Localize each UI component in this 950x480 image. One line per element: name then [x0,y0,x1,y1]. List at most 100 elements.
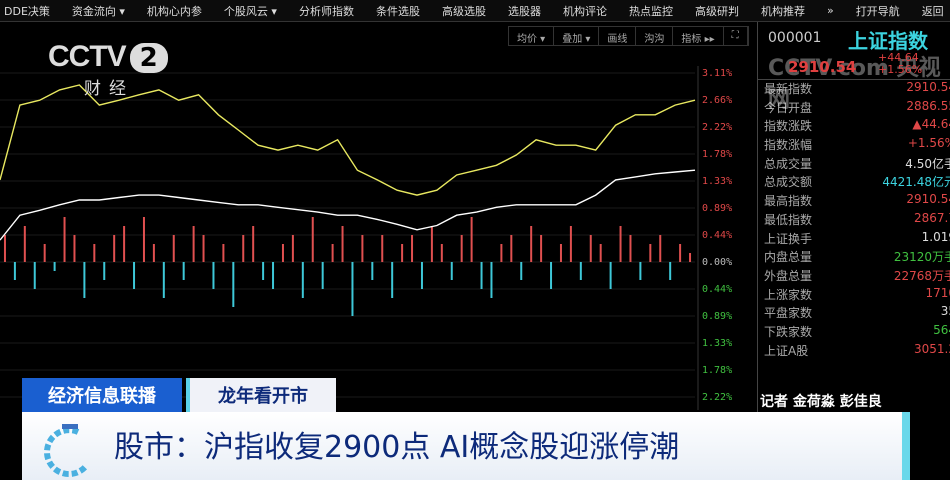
logo-subtitle: 财经 [84,79,134,99]
menu-item[interactable]: 分析师指数 [298,4,354,18]
quote-value: 1710 [925,285,950,300]
index-change-points: +44.64 [878,51,919,64]
toolbar-button[interactable]: 均价 ▾ [509,27,555,45]
quote-value: 2910.54 [906,80,950,94]
quote-row: 最高指数 2910.54 [758,192,950,211]
quote-label: 上证换手 [764,231,813,246]
menu-item[interactable]: DDE决策 [4,4,50,18]
cctv-finance-icon [44,424,89,478]
quote-row: 内盘总量 23120万手 [758,248,950,267]
axis-tick-label: 0.44% [702,284,733,295]
menu-item[interactable]: 机构推荐 [760,4,805,18]
quote-value: 1.019 [921,229,950,244]
quote-value: 2867.7 [914,210,950,225]
cctv-watermark: CCTV.com 央视网 [768,56,941,113]
quote-value: 4421.48亿元 [882,175,950,190]
menu-item[interactable]: 返回 [921,4,944,18]
axis-tick-label: 1.33% [702,338,733,349]
headline-text: 股市：沪指收复2900点 AI概念股迎涨停潮 [114,430,680,465]
quote-row: 指数涨跌 ▲44.64 [758,117,950,136]
toolbar-button[interactable]: 指标 ▸▸ [673,27,724,45]
quote-panel: 000001 上证指数 CCTV.com 央视网 2910.54 +44.64 +… [757,22,950,480]
toolbar-button[interactable]: 画线 [599,27,637,45]
quote-rows: 最新指数 2910.54 今日开盘 2886.55 指数涨跌 ▲44.64 指数涨幅 +1.5… [758,80,950,360]
index-header: 000001 上证指数 CCTV.com 央视网 2910.54 +44.64 +… [758,22,950,113]
menu-item[interactable]: 条件选股 [375,4,420,18]
quote-label: 上涨家数 [764,287,813,302]
axis-tick-label: 3.11% [702,68,733,79]
index-value: 2910.54 [788,58,857,76]
quote-row: 总成交量 4.50亿手 [758,155,950,174]
axis-tick-label: 1.33% [702,176,733,187]
quote-value: 35 [940,304,950,319]
reporter-credit: 记者 金荷淼 彭佳良 [760,393,886,411]
toolbar-button[interactable]: 沟沟 [636,27,674,45]
index-name: 上证指数 [848,29,928,53]
index-change: +44.64 +1.56% [878,52,922,76]
quote-label: 上证A股 [764,343,809,358]
menu-item[interactable]: 机构评论 [562,4,607,18]
quote-label: 下跌家数 [764,324,813,339]
cctv2-logo: CCTV 2 财经 [48,40,168,99]
menu-item[interactable]: » [826,4,834,17]
quote-label: 今日开盘 [764,100,813,115]
quote-label: 指数涨幅 [764,138,813,153]
axis-tick-label: 2.22% [702,122,733,133]
quote-value: 22768万手 [893,268,950,283]
menu-item[interactable]: 打开导航 [855,4,900,18]
axis-tick-label: 2.66% [702,95,733,106]
axis-tick-label: 0.00% [702,257,733,268]
quote-row: 今日开盘 2886.55 [758,99,950,118]
quote-row: 平盘家数 35 [758,304,950,323]
menu-item[interactable]: 选股器 [507,4,541,18]
axis-tick-label: 1.78% [702,365,733,376]
index-change-percent: +1.56% [878,63,923,76]
quote-value: 2910.54 [906,192,950,207]
quote-value: +1.56% [907,136,950,151]
quote-row: 最低指数 2867.7 [758,211,950,230]
toolbar-button[interactable]: 叠加 ▾ [554,27,600,45]
quote-value: 564 [933,322,950,337]
quote-row: 总成交额 4421.48亿元 [758,173,950,192]
quote-value: 23120万手 [893,250,950,265]
quote-label: 内盘总量 [764,250,813,265]
chart-toolbar: 均价 ▾ 叠加 ▾ 画线 沟沟 指标 ▸▸ ⛶ [508,26,749,46]
index-price-line [0,84,696,196]
quote-row: 上涨家数 1710 [758,286,950,305]
quote-label: 指数涨跌 [764,119,813,134]
axis-tick-label: 2.22% [702,392,733,403]
menu-item[interactable]: 热点监控 [628,4,673,18]
quote-label: 外盘总量 [764,268,813,283]
quote-value: 3051.2 [914,341,950,356]
quote-label: 最新指数 [764,82,813,96]
quote-value: ▲44.64 [912,117,950,132]
menu-item[interactable]: 机构心内参 [146,4,202,18]
menu-item[interactable]: 高级选股 [441,4,486,18]
headline-banner: 股市：沪指收复2900点 AI概念股迎涨停潮 [22,412,910,480]
menu-bar: DDE决策 资金流向 ▾ 机构心内参 个股风云 ▾ 分析师指数 条件选股 高级选股 选股器 机构… [0,0,950,22]
quote-row: 上证A股 3051.2 [758,342,950,361]
quote-value: 4.50亿手 [905,156,950,171]
menu-item[interactable]: 个股风云 ▾ [223,4,277,18]
logo-channel: 2 [129,43,168,73]
quote-label: 总成交量 [764,156,813,171]
toolbar-button[interactable]: ⛶ [724,27,748,45]
quote-label: 最高指数 [764,194,813,209]
menu-item[interactable]: 高级研判 [694,4,739,18]
quote-row: 最新指数 2910.54 [758,80,950,99]
intraday-chart [0,66,699,410]
axis-tick-label: 0.89% [702,203,733,214]
quote-label: 最低指数 [764,212,813,227]
program-tag: 经济信息联播 [22,378,182,412]
logo-brand: CCTV [48,40,127,73]
axis-tick-label: 0.44% [702,230,733,241]
quote-label: 总成交额 [764,175,813,190]
quote-value: 2886.55 [906,98,950,113]
quote-row: 上证换手 1.019 [758,230,950,249]
axis-tick-label: 1.78% [702,149,733,160]
segment-tag: 龙年看开市 [186,378,336,412]
quote-row: 指数涨幅 +1.56% [758,136,950,155]
quote-label: 平盘家数 [764,306,813,321]
axis-tick-label: 0.89% [702,311,733,322]
menu-item[interactable]: 资金流向 ▾ [71,4,125,18]
